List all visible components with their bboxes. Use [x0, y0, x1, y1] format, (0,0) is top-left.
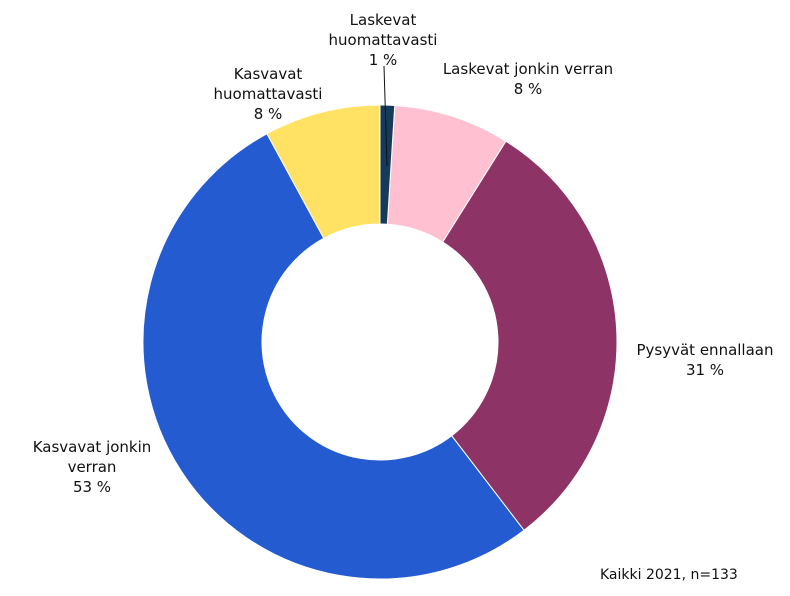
- value-label: 8 %: [253, 105, 283, 123]
- category-label: Laskevat huomattavasti: [328, 11, 438, 49]
- category-label: Kasvavat huomattavasti: [213, 65, 323, 103]
- slice-label: Laskevat jonkin verran 8 %: [441, 59, 616, 99]
- slice-label: Kasvavat jonkin verran 53 %: [10, 437, 175, 497]
- slice-label: Laskevat huomattavasti 1 %: [313, 10, 453, 70]
- category-label: Kasvavat jonkin verran: [32, 438, 152, 476]
- leader-line: [383, 65, 388, 167]
- category-label: Laskevat jonkin verran: [442, 60, 614, 78]
- value-label: 1 %: [368, 51, 398, 69]
- category-label: Pysyvät ennallaan: [636, 341, 774, 359]
- slice: [441, 140, 618, 531]
- value-label: 31 %: [685, 361, 725, 379]
- slice: [142, 133, 525, 580]
- slice-label: Pysyvät ennallaan 31 %: [618, 340, 790, 380]
- slice: [386, 104, 507, 243]
- value-label: 8 %: [513, 80, 543, 98]
- value-label: 53 %: [72, 478, 112, 496]
- footnote: Kaikki 2021, n=133: [600, 567, 738, 583]
- slice-label: Kasvavat huomattavasti 8 %: [198, 64, 338, 124]
